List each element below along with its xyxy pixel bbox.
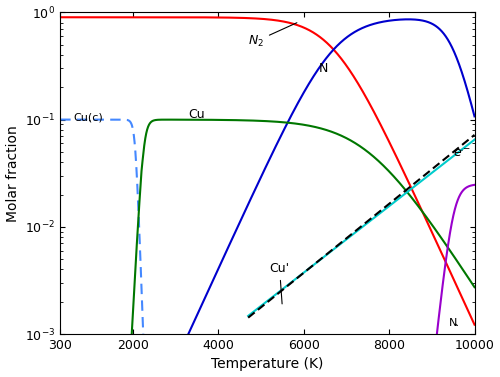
Text: $e^-$: $e^-$ [453,147,471,160]
Text: N: N [318,61,328,75]
Y-axis label: Molar fraction: Molar fraction [6,125,20,222]
X-axis label: Temperature (K): Temperature (K) [211,357,324,371]
Text: N: N [449,317,458,328]
Text: Cu: Cu [188,108,205,121]
Text: Cu(c): Cu(c) [73,113,103,123]
Text: Cu': Cu' [270,262,289,304]
Text: $N_2$: $N_2$ [248,23,297,49]
